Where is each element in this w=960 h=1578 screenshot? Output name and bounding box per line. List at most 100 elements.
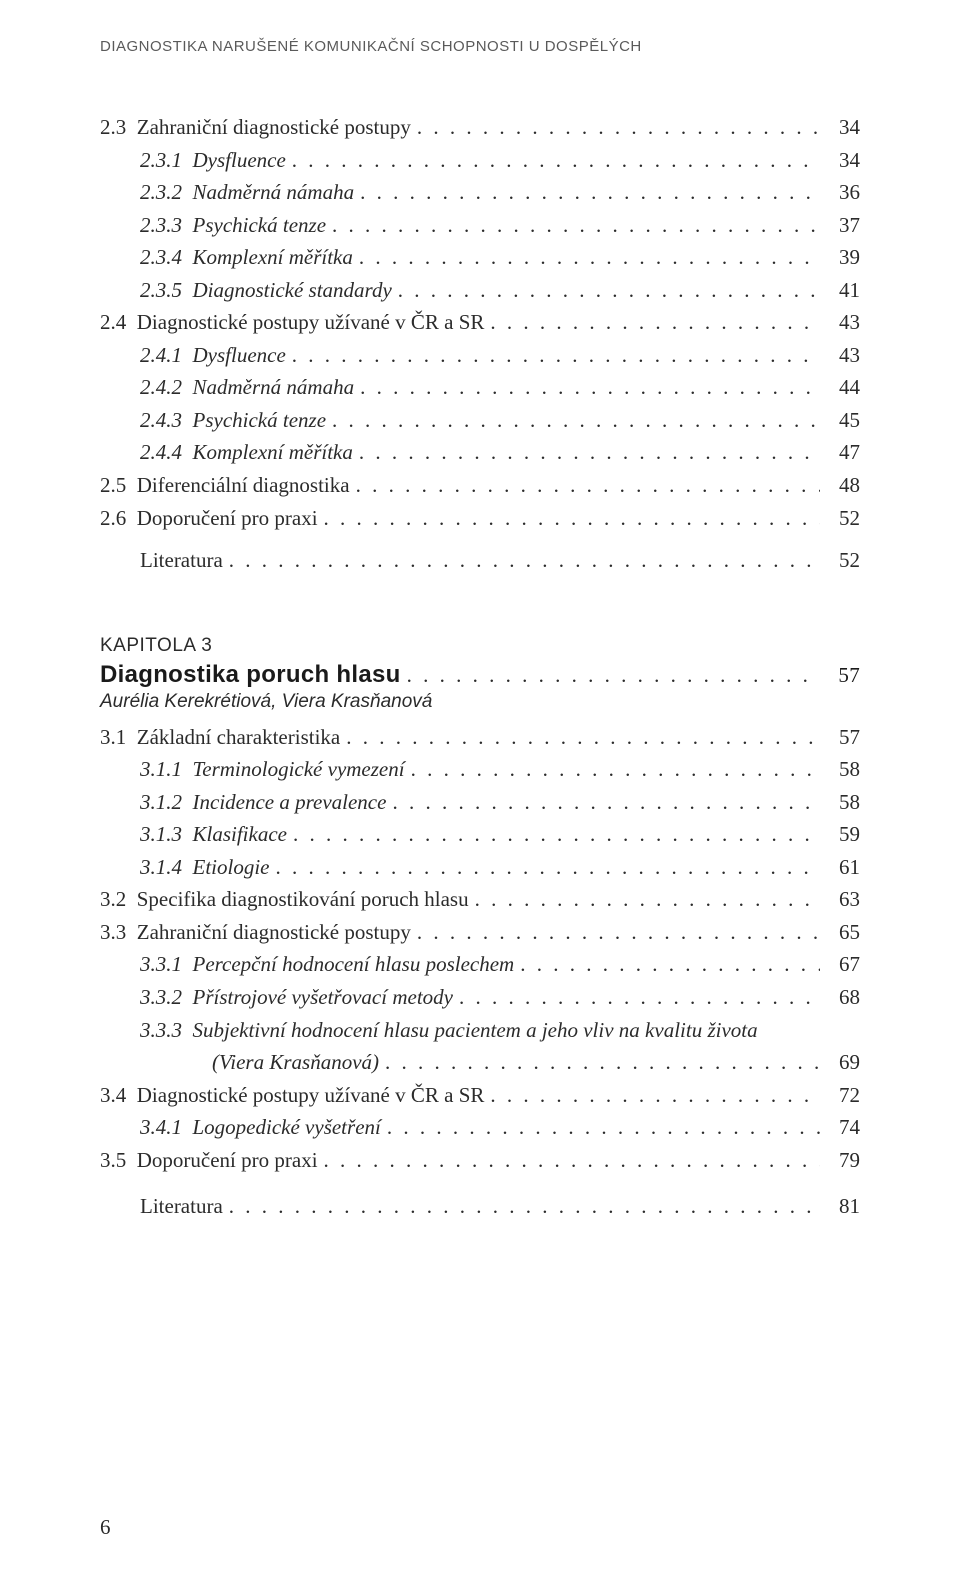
leader-dots: . . . . . . . . . . . . . . . . . . . . … bbox=[324, 502, 820, 535]
toc-line: 3.3 Zahraniční diagnostické postupy. . .… bbox=[100, 916, 860, 949]
leader-dots: . . . . . . . . . . . . . . . . . . . . … bbox=[417, 111, 820, 144]
toc-line: Literatura. . . . . . . . . . . . . . . … bbox=[100, 544, 860, 577]
leader-dots: . . . . . . . . . . . . . . . . . . . . … bbox=[346, 721, 820, 754]
leader-dots: . . . . . . . . . . . . . . . . . . . . … bbox=[520, 948, 820, 981]
toc-line: 2.4.3 Psychická tenze. . . . . . . . . .… bbox=[100, 404, 860, 437]
toc-label: 2.6 Doporučení pro praxi bbox=[100, 502, 318, 535]
toc-label: 3.5 Doporučení pro praxi bbox=[100, 1144, 318, 1177]
toc-page: 61 bbox=[826, 851, 860, 884]
toc-line: 3.3.1 Percepční hodnocení hlasu posleche… bbox=[100, 948, 860, 981]
toc-label: 2.4.4 Komplexní měřítka bbox=[100, 436, 353, 469]
toc-page: 47 bbox=[826, 436, 860, 469]
toc-label: 2.4.3 Psychická tenze bbox=[100, 404, 326, 437]
chapter-title: Diagnostika poruch hlasu bbox=[100, 661, 401, 689]
toc-page: 52 bbox=[826, 544, 860, 577]
toc-label: 3.1.2 Incidence a prevalence bbox=[100, 786, 386, 819]
toc-label: 3.1.3 Klasifikace bbox=[100, 818, 287, 851]
chapter-label: KAPITOLA 3 bbox=[100, 635, 860, 657]
toc-label: Literatura bbox=[100, 1190, 223, 1223]
leader-dots: . . . . . . . . . . . . . . . . . . . . … bbox=[360, 371, 820, 404]
toc-literatura-ch2: Literatura. . . . . . . . . . . . . . . … bbox=[100, 544, 860, 577]
toc-label: (Viera Krasňanová) bbox=[100, 1046, 379, 1079]
page-number: 6 bbox=[100, 1515, 111, 1540]
leader-dots: . . . . . . . . . . . . . . . . . . . . … bbox=[490, 306, 820, 339]
toc-line: Literatura. . . . . . . . . . . . . . . … bbox=[100, 1190, 860, 1223]
leader-dots: . . . . . . . . . . . . . . . . . . . . … bbox=[292, 339, 820, 372]
leader-dots: . . . . . . . . . . . . . . . . . . . . … bbox=[229, 1190, 820, 1223]
toc-page: 44 bbox=[826, 371, 860, 404]
toc-page: 36 bbox=[826, 176, 860, 209]
toc-literatura-ch3: Literatura. . . . . . . . . . . . . . . … bbox=[100, 1190, 860, 1223]
toc-label: 2.4 Diagnostické postupy užívané v ČR a … bbox=[100, 306, 484, 339]
toc-line: 3.2 Specifika diagnostikování poruch hla… bbox=[100, 883, 860, 916]
leader-dots: . . . . . . . . . . . . . . . . . . . . … bbox=[398, 274, 820, 307]
toc-label: 2.3.3 Psychická tenze bbox=[100, 209, 326, 242]
leader-dots: . . . . . . . . . . . . . . . . . . . . … bbox=[229, 544, 820, 577]
toc-page: 65 bbox=[826, 916, 860, 949]
toc-line: 3.5 Doporučení pro praxi. . . . . . . . … bbox=[100, 1144, 860, 1177]
toc-label: 3.3 Zahraniční diagnostické postupy bbox=[100, 916, 411, 949]
toc-label: 3.1.1 Terminologické vymezení bbox=[100, 753, 405, 786]
leader-dots: . . . . . . . . . . . . . . . . . . . . … bbox=[293, 818, 820, 851]
toc-page: 79 bbox=[826, 1144, 860, 1177]
leader-dots: . . . . . . . . . . . . . . . . . . . . … bbox=[392, 786, 820, 819]
toc-block-chapter2-cont: 2.3 Zahraniční diagnostické postupy. . .… bbox=[100, 111, 860, 534]
leader-dots: . . . . . . . . . . . . . . . . . . . . … bbox=[359, 436, 820, 469]
toc-label: 2.3.5 Diagnostické standardy bbox=[100, 274, 392, 307]
toc-page: 72 bbox=[826, 1079, 860, 1112]
toc-page: 59 bbox=[826, 818, 860, 851]
toc-page: 58 bbox=[826, 753, 860, 786]
toc-line: 2.3.2 Nadměrná námaha. . . . . . . . . .… bbox=[100, 176, 860, 209]
toc-page: 52 bbox=[826, 502, 860, 535]
toc-label: 3.1 Základní charakteristika bbox=[100, 721, 340, 754]
chapter-title-line: Diagnostika poruch hlasu . . . . . . . .… bbox=[100, 661, 860, 689]
leader-dots: . . . . . . . . . . . . . . . . . . . . … bbox=[475, 883, 820, 916]
toc-page: 81 bbox=[826, 1190, 860, 1223]
running-header: DIAGNOSTIKA NARUŠENÉ KOMUNIKAČNÍ SCHOPNO… bbox=[100, 38, 860, 55]
toc-page: 63 bbox=[826, 883, 860, 916]
toc-page: 48 bbox=[826, 469, 860, 502]
toc-line: 2.3.3 Psychická tenze. . . . . . . . . .… bbox=[100, 209, 860, 242]
leader-dots: . . . . . . . . . . . . . . . . . . . . … bbox=[459, 981, 820, 1014]
toc-line: 2.6 Doporučení pro praxi. . . . . . . . … bbox=[100, 502, 860, 535]
toc-line: 2.4.4 Komplexní měřítka. . . . . . . . .… bbox=[100, 436, 860, 469]
toc-label: 2.5 Diferenciální diagnostika bbox=[100, 469, 350, 502]
leader-dots: . . . . . . . . . . . . . . . . . . . . … bbox=[356, 469, 820, 502]
toc-line: 3.1.2 Incidence a prevalence. . . . . . … bbox=[100, 786, 860, 819]
toc-line: 2.5 Diferenciální diagnostika. . . . . .… bbox=[100, 469, 860, 502]
toc-line: 3.4.1 Logopedické vyšetření. . . . . . .… bbox=[100, 1111, 860, 1144]
toc-label: 2.4.2 Nadměrná námaha bbox=[100, 371, 354, 404]
leader-dots: . . . . . . . . . . . . . . . . . . . . … bbox=[276, 851, 821, 884]
toc-page: 67 bbox=[826, 948, 860, 981]
leader-dots: . . . . . . . . . . . . . . . . . . . . … bbox=[385, 1046, 820, 1079]
toc-line: 3.1.1 Terminologické vymezení. . . . . .… bbox=[100, 753, 860, 786]
toc-label: 3.2 Specifika diagnostikování poruch hla… bbox=[100, 883, 469, 916]
toc-line: 3.1 Základní charakteristika. . . . . . … bbox=[100, 721, 860, 754]
toc-line: 2.3.5 Diagnostické standardy. . . . . . … bbox=[100, 274, 860, 307]
toc-label: 2.4.1 Dysfluence bbox=[100, 339, 286, 372]
page-container: DIAGNOSTIKA NARUŠENÉ KOMUNIKAČNÍ SCHOPNO… bbox=[0, 0, 960, 1578]
toc-line: 2.3.4 Komplexní měřítka. . . . . . . . .… bbox=[100, 241, 860, 274]
toc-page: 43 bbox=[826, 339, 860, 372]
toc-line: 2.4.2 Nadměrná námaha. . . . . . . . . .… bbox=[100, 371, 860, 404]
toc-label: 3.3.1 Percepční hodnocení hlasu posleche… bbox=[100, 948, 514, 981]
toc-label: Literatura bbox=[100, 544, 223, 577]
toc-page: 69 bbox=[826, 1046, 860, 1079]
toc-page: 41 bbox=[826, 274, 860, 307]
toc-page: 37 bbox=[826, 209, 860, 242]
toc-label: 2.3.2 Nadměrná námaha bbox=[100, 176, 354, 209]
toc-line: 3.1.4 Etiologie. . . . . . . . . . . . .… bbox=[100, 851, 860, 884]
leader-dots: . . . . . . . . . . . . . . . . . . . . … bbox=[490, 1079, 820, 1112]
leader-dots: . . . . . . . . . . . . . . . . . . . . … bbox=[292, 144, 820, 177]
leader-dots: . . . . . . . . . . . . . . . . . . . . … bbox=[359, 241, 820, 274]
toc-label: 3.3.2 Přístrojové vyšetřovací metody bbox=[100, 981, 453, 1014]
toc-label: 2.3.1 Dysfluence bbox=[100, 144, 286, 177]
toc-line: 3.3.2 Přístrojové vyšetřovací metody. . … bbox=[100, 981, 860, 1014]
toc-label: 2.3.4 Komplexní měřítka bbox=[100, 241, 353, 274]
toc-line: 2.3 Zahraniční diagnostické postupy. . .… bbox=[100, 111, 860, 144]
toc-label: 3.4.1 Logopedické vyšetření bbox=[100, 1111, 381, 1144]
leader-dots: . . . . . . . . . . . . . . . . . . . . … bbox=[332, 404, 820, 437]
toc-line: 3.1.3 Klasifikace. . . . . . . . . . . .… bbox=[100, 818, 860, 851]
toc-page: 43 bbox=[826, 306, 860, 339]
leader-dots: . . . . . . . . . . . . . . . . . . . . … bbox=[360, 176, 820, 209]
